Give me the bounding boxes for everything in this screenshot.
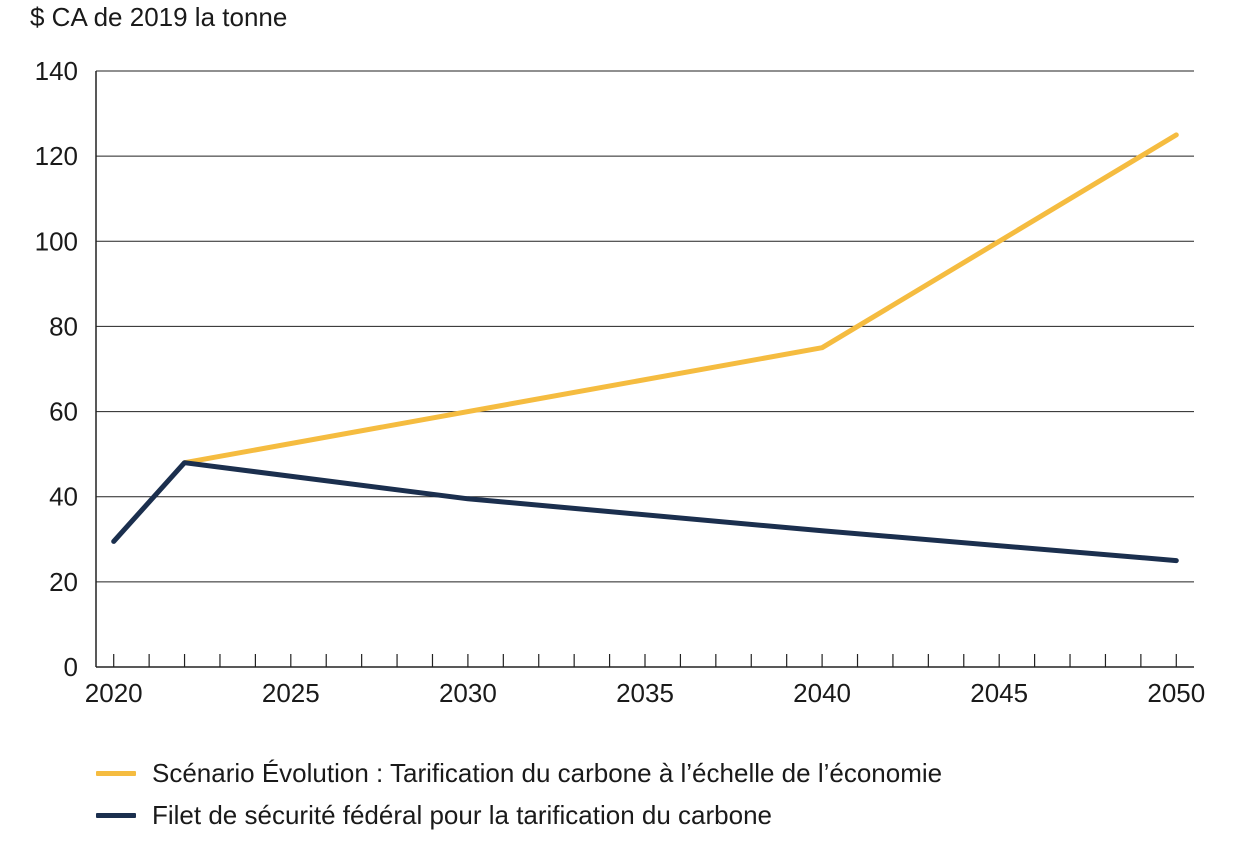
y-tick-label: 0 xyxy=(64,652,78,682)
legend: Scénario Évolution : Tarification du car… xyxy=(96,752,942,836)
x-tick-label: 2050 xyxy=(1147,678,1205,708)
line-chart: $ CA de 2019 la tonne 020406080100120140… xyxy=(30,2,1205,708)
y-tick-label: 80 xyxy=(49,311,78,341)
series-line-federal xyxy=(111,460,1179,564)
y-axis-title: $ CA de 2019 la tonne xyxy=(30,2,287,32)
x-tick-label: 2045 xyxy=(970,678,1028,708)
x-axis: 2020 2025 2030 2035 2040 2045 2050 xyxy=(85,71,1205,708)
legend-swatch-federal xyxy=(96,812,136,818)
y-tick-label: 120 xyxy=(35,141,78,171)
y-tick-label: 40 xyxy=(49,482,78,512)
legend-label-evolution: Scénario Évolution : Tarification du car… xyxy=(152,757,943,788)
legend-item-evolution: Scénario Évolution : Tarification du car… xyxy=(96,752,942,794)
y-tick-label: 20 xyxy=(49,567,78,597)
x-tick-label: 2040 xyxy=(793,678,851,708)
gridlines xyxy=(96,70,1194,583)
x-tick-label: 2035 xyxy=(616,678,674,708)
y-tick-label: 140 xyxy=(35,56,78,86)
x-tick-label: 2020 xyxy=(85,678,143,708)
legend-swatch-evolution xyxy=(96,770,136,776)
x-tick-label: 2025 xyxy=(262,678,320,708)
x-tick-label: 2030 xyxy=(439,678,497,708)
y-tick-label: 100 xyxy=(35,226,78,256)
legend-item-federal: Filet de sécurité fédéral pour la tarifi… xyxy=(96,794,942,836)
series-line-evolution xyxy=(182,132,1179,466)
y-tick-label: 60 xyxy=(49,397,78,427)
series-lines xyxy=(111,132,1179,564)
y-axis-ticks: 0 20 40 60 80 100 120 140 xyxy=(35,56,78,682)
legend-label-federal: Filet de sécurité fédéral pour la tarifi… xyxy=(152,799,773,830)
